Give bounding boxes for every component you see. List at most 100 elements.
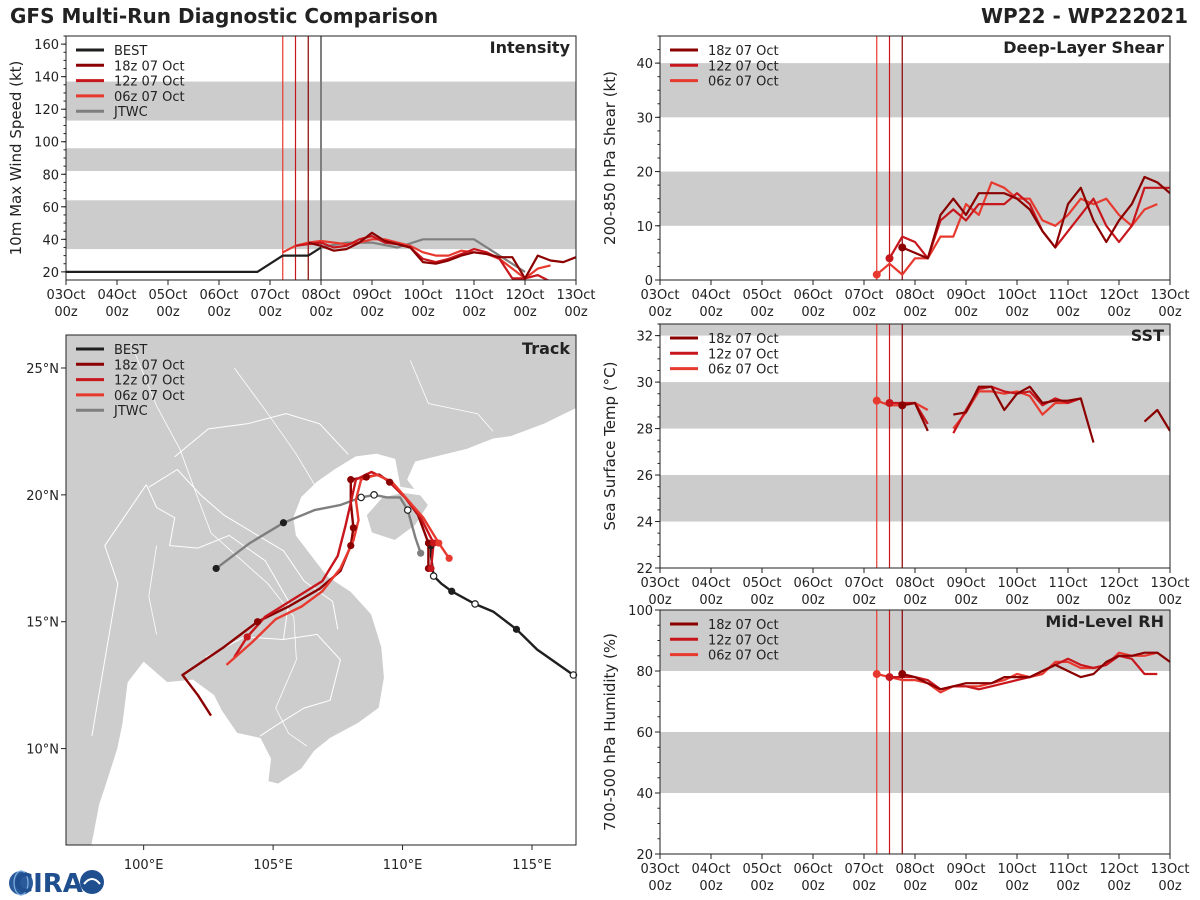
track-fix-open-best (429, 572, 438, 580)
rh-xtick-label: 13Oct (1150, 862, 1189, 877)
rh-start-marker-run12 (885, 673, 894, 682)
legend-label-run18: 18z 07 Oct (708, 44, 779, 59)
rh-ytick-label: 100 (628, 604, 653, 619)
track-border (145, 484, 290, 640)
intensity-xtick-label: 09Oct (352, 288, 391, 303)
legend-label-run06: 06z 07 Oct (708, 363, 779, 378)
track-landmass (66, 335, 576, 845)
sst-xtick-sublabel: 00z (801, 593, 825, 608)
track-ytick-label: 20°N (26, 489, 59, 504)
shear-xtick-sublabel: 00z (1005, 305, 1029, 320)
sst-xtick-sublabel: 00z (1158, 593, 1182, 608)
track-xtick-label: 100°E (124, 858, 164, 873)
rh-ytick-label: 60 (636, 726, 653, 741)
track-panel: 100°E 105°E 110°E 115°E 10°N 15°N 20°N 25°N Trac… (26, 334, 578, 873)
sst-xtick-label: 04Oct (691, 576, 730, 591)
rh-xtick-sublabel: 00z (801, 879, 825, 894)
track-fix-best (448, 587, 456, 595)
shear-xtick-sublabel: 00z (1158, 305, 1182, 320)
rh-xtick-sublabel: 00z (1005, 879, 1029, 894)
intensity-ytick-label: 160 (34, 38, 59, 53)
sst-xtick-sublabel: 00z (954, 593, 978, 608)
track-fix-run18 (386, 478, 394, 486)
intensity-ytick-label: 100 (34, 136, 59, 151)
shear-start-marker-run18 (898, 243, 907, 252)
intensity-ytick-label: 40 (42, 233, 59, 248)
sst-series-run12 (889, 401, 929, 425)
intensity-xtick-label: 08Oct (301, 288, 340, 303)
sst-xtick-sublabel: 00z (1107, 593, 1131, 608)
track-fix-run18 (347, 476, 355, 484)
intensity-xtick-label: 04Oct (97, 288, 136, 303)
intensity-series-run06 (282, 238, 551, 280)
rh-xtick-label: 12Oct (1099, 862, 1138, 877)
sst-xtick-label: 07Oct (844, 576, 883, 591)
shear-xtick-sublabel: 00z (1056, 305, 1080, 320)
cira-logo: CIRA (9, 869, 104, 898)
track-fix-run18 (253, 618, 262, 626)
sst-xtick-sublabel: 00z (648, 593, 672, 608)
legend-label-run06: 06z 07 Oct (114, 389, 185, 404)
track-path-jtwc (215, 493, 422, 570)
track-fix-run18 (347, 541, 355, 550)
sst-title: SST (1131, 326, 1164, 345)
shear-xtick-label: 10Oct (997, 288, 1036, 303)
legend-label-run12: 12z 07 Oct (708, 633, 779, 648)
track-fix-run18 (424, 539, 433, 547)
track-fix-run18 (362, 473, 370, 481)
rh-xtick-label: 04Oct (691, 862, 730, 877)
sst-xtick-label: 06Oct (793, 576, 832, 591)
rh-xtick-label: 06Oct (793, 862, 832, 877)
rh-start-marker-run18 (898, 670, 907, 679)
shear-xtick-label: 11Oct (1048, 288, 1087, 303)
intensity-xtick-label: 07Oct (250, 288, 289, 303)
rh-ytick-label: 40 (636, 787, 653, 802)
legend-label-best: BEST (114, 44, 147, 59)
shear-xtick-label: 04Oct (691, 288, 730, 303)
track-river (233, 367, 315, 485)
intensity-xtick-sublabel: 00z (411, 305, 435, 320)
intensity-xtick-sublabel: 00z (105, 305, 129, 320)
shear-xtick-sublabel: 00z (903, 305, 927, 320)
storm-id: WP22 - WP222021 (981, 4, 1188, 28)
sst-xtick-sublabel: 00z (852, 593, 876, 608)
rh-xtick-sublabel: 00z (954, 879, 978, 894)
sst-xtick-sublabel: 00z (750, 593, 774, 608)
cira-logo-text: CIRA (14, 869, 83, 898)
rh-xtick-label: 07Oct (844, 862, 883, 877)
intensity-xtick-sublabel: 00z (54, 305, 78, 320)
rh-xtick-label: 11Oct (1048, 862, 1087, 877)
sst-series-run18 (953, 385, 1095, 443)
shear-xtick-label: 03Oct (640, 288, 679, 303)
sst-band (660, 475, 1170, 522)
track-river (130, 342, 308, 747)
sst-start-marker-run12 (885, 399, 894, 408)
legend-label-run18: 18z 07 Oct (114, 59, 185, 74)
sst-xtick-label: 12Oct (1099, 576, 1138, 591)
track-xtick-label: 115°E (512, 858, 552, 873)
track-path-run12 (233, 470, 435, 658)
sst-ytick-label: 28 (636, 423, 653, 438)
rh-band (660, 610, 1170, 671)
track-ytick-label: 25°N (26, 362, 59, 377)
legend-label-run18: 18z 07 Oct (708, 618, 779, 633)
intensity-xtick-sublabel: 00z (360, 305, 384, 320)
track-ytick-label: 15°N (26, 616, 59, 631)
sst-ytick-label: 22 (636, 562, 653, 577)
rh-ytick-label: 20 (636, 848, 653, 863)
intensity-xtick-label: 06Oct (199, 288, 238, 303)
rh-xtick-label: 03Oct (640, 862, 679, 877)
track-title: Track (522, 339, 570, 358)
sst-ylabel: Sea Surface Temp (°C) (601, 361, 619, 530)
sst-ytick-label: 32 (636, 330, 653, 345)
sst-xtick-label: 08Oct (895, 576, 934, 591)
shear-xtick-sublabel: 00z (750, 305, 774, 320)
sst-series-run18 (902, 401, 929, 432)
intensity-ytick-label: 140 (34, 71, 59, 86)
shear-xtick-label: 05Oct (742, 288, 781, 303)
intensity-xtick-sublabel: 00z (513, 305, 537, 320)
track-fix-open-best (569, 671, 578, 679)
